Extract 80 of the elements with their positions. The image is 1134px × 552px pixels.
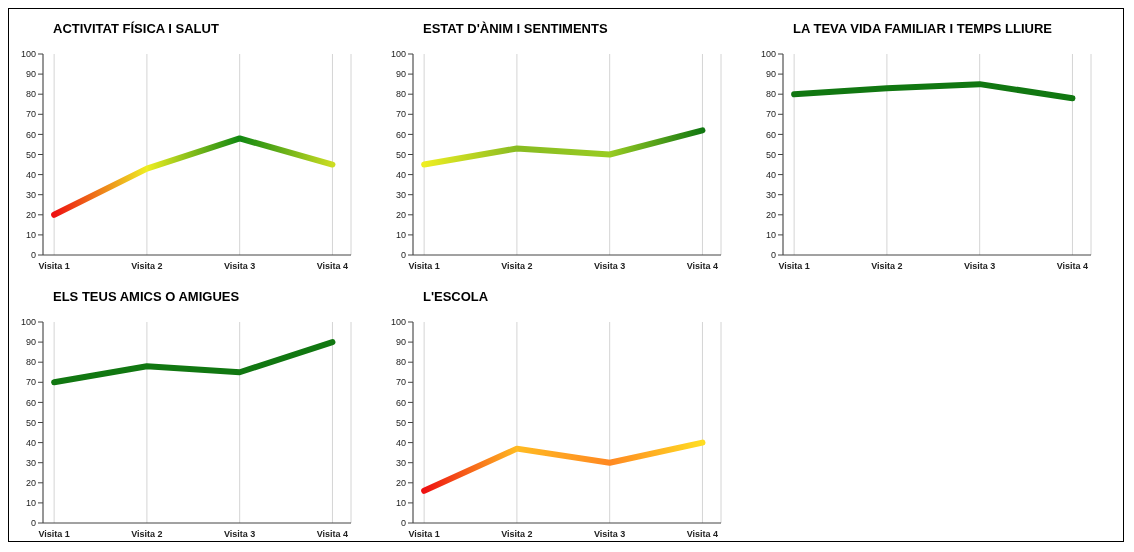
- y-tick-label: 50: [395, 149, 406, 160]
- y-tick-label: 0: [400, 250, 406, 261]
- y-tick-label: 60: [765, 129, 776, 140]
- y-tick-label: 50: [25, 417, 36, 428]
- x-tick-label: Visita 2: [131, 529, 163, 540]
- y-tick-label: 80: [765, 89, 776, 100]
- y-tick-label: 100: [20, 49, 36, 60]
- y-tick-label: 70: [395, 109, 406, 120]
- x-tick-label: Visita 2: [501, 261, 533, 272]
- chart-title: LA TEVA VIDA FAMILIAR I TEMPS LLIURE: [793, 21, 1053, 36]
- chart-title: ELS TEUS AMICS O AMIGUES: [53, 289, 240, 304]
- chart-title: ACTIVITAT FÍSICA I SALUT: [53, 21, 219, 36]
- y-tick-label: 20: [25, 477, 36, 488]
- y-tick-label: 30: [765, 189, 776, 200]
- y-tick-label: 60: [395, 397, 406, 408]
- y-tick-label: 100: [760, 49, 776, 60]
- y-tick-label: 80: [25, 357, 36, 368]
- y-tick-label: 70: [25, 377, 36, 388]
- chart-title: ESTAT D'ÀNIM I SENTIMENTS: [423, 21, 608, 36]
- y-tick-label: 10: [395, 230, 406, 241]
- x-tick-label: Visita 2: [501, 529, 533, 540]
- y-tick-label: 100: [390, 317, 406, 328]
- x-tick-label: Visita 3: [224, 529, 256, 540]
- y-tick-label: 100: [390, 49, 406, 60]
- y-tick-label: 50: [395, 417, 406, 428]
- y-tick-label: 90: [25, 69, 36, 80]
- y-tick-label: 20: [25, 210, 36, 220]
- y-tick-label: 10: [395, 498, 406, 509]
- y-tick-label: 70: [25, 109, 36, 120]
- x-tick-label: Visita 3: [963, 261, 996, 272]
- x-tick-label: Visita 1: [38, 529, 70, 540]
- y-tick-label: 50: [765, 149, 776, 160]
- y-tick-label: 60: [395, 129, 406, 140]
- y-tick-label: 80: [395, 357, 406, 368]
- y-tick-label: 40: [25, 169, 36, 180]
- x-tick-label: Visita 1: [778, 261, 810, 272]
- y-tick-label: 50: [25, 149, 36, 160]
- x-tick-label: Visita 1: [38, 261, 70, 272]
- y-tick-label: 30: [395, 457, 406, 468]
- y-tick-label: 10: [765, 230, 776, 241]
- y-tick-label: 100: [20, 317, 36, 328]
- y-tick-label: 0: [30, 518, 36, 529]
- y-tick-label: 30: [25, 457, 36, 468]
- x-tick-label: Visita 4: [686, 529, 719, 540]
- y-tick-label: 70: [395, 377, 406, 388]
- y-tick-label: 40: [25, 437, 36, 448]
- x-tick-label: Visita 3: [593, 529, 626, 540]
- x-tick-label: Visita 4: [316, 529, 349, 540]
- y-tick-label: 90: [395, 69, 406, 80]
- x-tick-label: Visita 2: [131, 261, 163, 272]
- x-tick-label: Visita 3: [224, 261, 256, 272]
- y-tick-label: 90: [765, 69, 776, 80]
- y-tick-label: 0: [770, 250, 776, 261]
- x-tick-label: Visita 4: [316, 261, 349, 272]
- y-tick-label: 10: [25, 230, 36, 241]
- y-tick-label: 20: [765, 210, 776, 220]
- x-tick-label: Visita 3: [593, 261, 626, 272]
- y-tick-label: 90: [25, 337, 36, 348]
- chart-title: L'ESCOLA: [423, 289, 489, 304]
- y-tick-label: 80: [395, 89, 406, 100]
- y-tick-label: 0: [400, 518, 406, 529]
- y-tick-label: 60: [25, 129, 36, 140]
- y-tick-label: 90: [395, 337, 406, 348]
- y-tick-label: 40: [395, 169, 406, 180]
- y-tick-label: 30: [25, 189, 36, 200]
- x-tick-label: Visita 4: [1056, 261, 1089, 272]
- y-tick-label: 30: [395, 189, 406, 200]
- x-tick-label: Visita 1: [408, 529, 440, 540]
- x-tick-label: Visita 2: [871, 261, 903, 272]
- y-tick-label: 40: [395, 437, 406, 448]
- y-tick-label: 20: [395, 477, 406, 488]
- y-tick-label: 0: [30, 250, 36, 261]
- y-tick-label: 10: [25, 498, 36, 509]
- x-tick-label: Visita 4: [686, 261, 719, 272]
- y-tick-label: 70: [765, 109, 776, 120]
- y-tick-label: 20: [395, 210, 406, 220]
- x-tick-label: Visita 1: [408, 261, 440, 272]
- y-tick-label: 40: [765, 169, 776, 180]
- y-tick-label: 60: [25, 397, 36, 408]
- y-tick-label: 80: [25, 89, 36, 100]
